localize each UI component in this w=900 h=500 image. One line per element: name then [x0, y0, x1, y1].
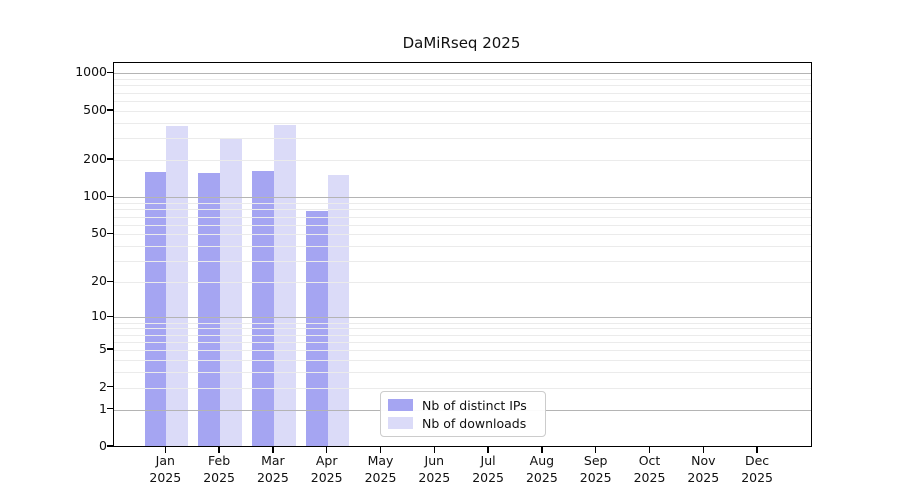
x-tick-label-may: May 2025	[364, 453, 397, 485]
x-tick-mark	[433, 447, 436, 453]
plot-area	[113, 62, 812, 447]
x-tick-mark	[164, 447, 167, 453]
gridline-minor	[114, 101, 811, 103]
y-tick-label: 100	[83, 188, 107, 204]
gridline-minor	[114, 92, 811, 94]
legend-swatch-distinct-ips	[388, 399, 413, 411]
gridline-minor	[114, 122, 811, 124]
x-tick-label-jan: Jan 2025	[149, 453, 182, 485]
y-tick-mark	[107, 109, 113, 111]
x-tick-label-dec: Dec 2025	[741, 453, 773, 485]
chart-title: DaMiRseq 2025	[402, 34, 521, 52]
y-tick-mark	[107, 445, 113, 447]
y-tick-mark	[107, 195, 113, 198]
legend-item-downloads: Nb of downloads	[381, 416, 545, 431]
bar-nb-of-distinct-ips-mar-2025	[252, 170, 274, 446]
y-tick-label: 1000	[75, 64, 107, 80]
gridline-minor	[114, 160, 811, 162]
y-tick-mark	[107, 232, 113, 235]
x-tick-mark	[541, 447, 543, 453]
x-tick-label-mar: Mar 2025	[256, 453, 289, 485]
y-tick-label: 5	[99, 341, 107, 357]
x-tick-mark	[648, 447, 651, 453]
x-tick-mark	[756, 447, 758, 453]
legend-label-distinct-ips: Nb of distinct IPs	[422, 397, 527, 413]
x-tick-label-aug: Aug 2025	[525, 453, 558, 485]
x-tick-mark	[487, 447, 489, 453]
x-tick-mark	[379, 447, 382, 453]
y-tick-mark	[107, 158, 113, 161]
y-tick-label: 1	[99, 400, 107, 416]
gridline-minor	[114, 79, 811, 81]
x-tick-mark	[272, 447, 274, 453]
y-tick-mark	[107, 315, 113, 318]
x-tick-mark	[325, 447, 328, 453]
x-tick-label-sep: Sep 2025	[579, 453, 612, 485]
bar-nb-of-distinct-ips-feb-2025	[198, 172, 221, 446]
gridline-minor	[114, 138, 811, 140]
y-tick-label: 0	[99, 438, 107, 453]
x-tick-label-oct: Oct 2025	[633, 453, 666, 485]
bar-nb-of-downloads-apr-2025	[327, 175, 350, 446]
y-tick-mark	[107, 280, 113, 283]
x-tick-label-apr: Apr 2025	[310, 453, 343, 485]
bar-nb-of-distinct-ips-jan-2025	[144, 171, 167, 446]
y-tick-label: 200	[83, 151, 107, 167]
y-tick-label: 10	[91, 308, 107, 324]
gridline-minor	[114, 85, 811, 87]
y-tick-mark	[107, 71, 113, 74]
legend: Nb of distinct IPs Nb of downloads	[380, 391, 546, 437]
legend-swatch-downloads	[388, 417, 413, 429]
x-tick-label-jun: Jun 2025	[418, 453, 451, 485]
bar-nb-of-downloads-jan-2025	[166, 126, 189, 446]
y-axis: 0 1 2 5 10 20 50 100 200 500 1000	[0, 0, 107, 500]
x-tick-label-nov: Nov 2025	[687, 453, 720, 485]
bar-nb-of-distinct-ips-apr-2025	[305, 210, 328, 446]
y-tick-mark	[107, 385, 113, 388]
y-tick-label: 500	[83, 101, 107, 117]
y-tick-label: 50	[91, 225, 107, 241]
gridline-major	[114, 73, 811, 75]
y-tick-label: 20	[91, 273, 107, 289]
y-tick-label: 2	[99, 378, 107, 394]
x-tick-mark	[702, 447, 705, 453]
legend-item-distinct-ips: Nb of distinct IPs	[381, 398, 545, 413]
x-tick-mark	[594, 447, 597, 453]
x-tick-label-jul: Jul 2025	[472, 453, 504, 485]
bar-nb-of-downloads-mar-2025	[273, 124, 296, 446]
bar-nb-of-downloads-feb-2025	[220, 138, 242, 446]
gridline-minor	[114, 110, 811, 112]
y-tick-mark	[107, 407, 113, 410]
y-tick-mark	[107, 348, 113, 350]
x-tick-label-feb: Feb 2025	[203, 453, 235, 485]
x-tick-mark	[218, 447, 220, 453]
legend-label-downloads: Nb of downloads	[422, 415, 527, 431]
